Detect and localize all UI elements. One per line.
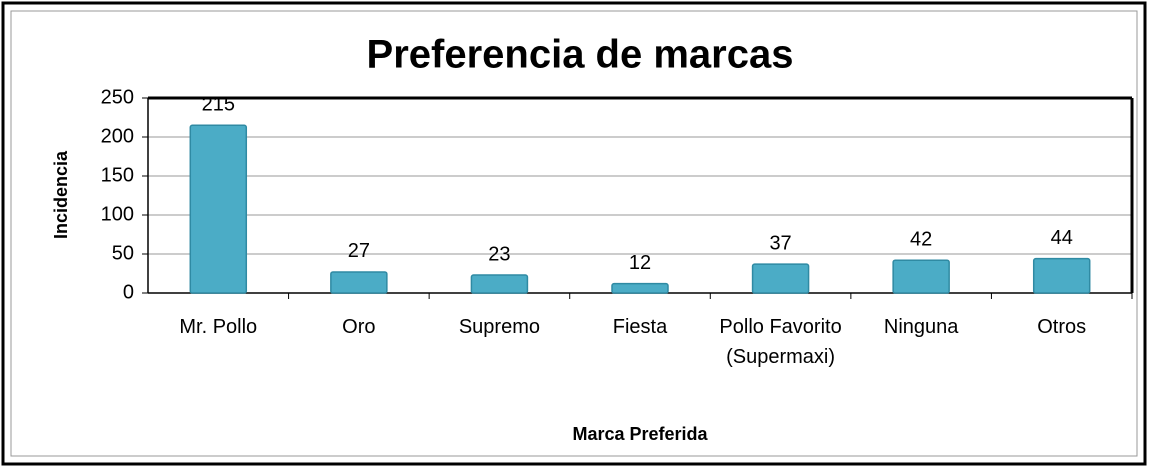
inner-border (10, 10, 1138, 457)
x-tick-label: Pollo Favorito (Supermaxi) (719, 316, 842, 368)
bar (1032, 257, 1091, 294)
y-tick-label: 0 (123, 281, 134, 303)
x-tick-label: Otros (1037, 316, 1087, 338)
data-label: 42 (910, 229, 932, 251)
bar (751, 263, 810, 294)
bar (470, 274, 529, 294)
data-label: 27 (348, 240, 370, 262)
x-tick-label: Mr. Pollo (179, 316, 258, 338)
x-tick-label: Oro (342, 316, 376, 338)
chart-title: Preferencia de marcas (367, 33, 794, 77)
data-label: 44 (1051, 227, 1073, 249)
data-label: 23 (488, 243, 510, 265)
data-label: 215 (202, 94, 235, 116)
y-tick-label: 150 (101, 164, 134, 186)
data-label: 12 (629, 252, 651, 274)
x-axis-label: Marca Preferida (572, 424, 708, 444)
x-tick-label: Supremo (458, 316, 540, 338)
bar (189, 124, 248, 294)
y-tick-label: 100 (101, 203, 134, 225)
x-tick-label: Fiesta (612, 316, 668, 338)
x-tick-label: Ninguna (883, 316, 959, 338)
y-tick-label: 250 (101, 86, 134, 108)
y-tick-label: 50 (112, 242, 134, 264)
y-axis-label: Incidencia (51, 150, 71, 239)
data-label: 37 (769, 232, 791, 254)
y-tick-label: 200 (101, 125, 134, 147)
bar (611, 282, 669, 294)
bar (330, 271, 388, 294)
bar (892, 259, 950, 294)
